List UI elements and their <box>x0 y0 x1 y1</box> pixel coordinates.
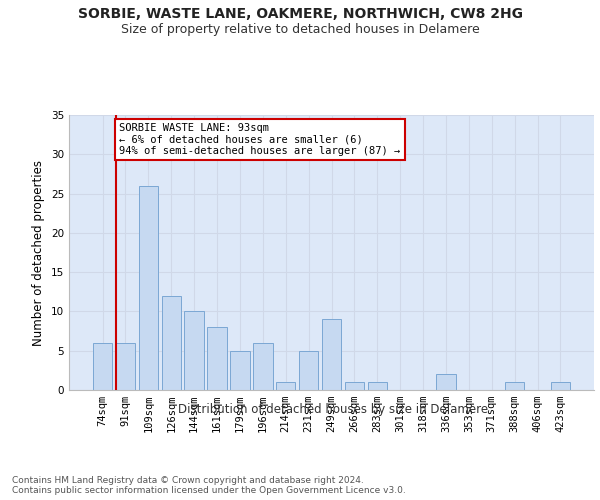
Bar <box>551 382 570 390</box>
Bar <box>208 327 227 390</box>
Bar <box>230 350 250 390</box>
Bar <box>139 186 158 390</box>
Bar <box>322 320 341 390</box>
Bar <box>276 382 295 390</box>
Bar <box>93 343 112 390</box>
Bar <box>253 343 272 390</box>
Text: Size of property relative to detached houses in Delamere: Size of property relative to detached ho… <box>121 22 479 36</box>
Bar <box>344 382 364 390</box>
Text: SORBIE WASTE LANE: 93sqm
← 6% of detached houses are smaller (6)
94% of semi-det: SORBIE WASTE LANE: 93sqm ← 6% of detache… <box>119 123 400 156</box>
Bar <box>299 350 319 390</box>
Text: Contains HM Land Registry data © Crown copyright and database right 2024.
Contai: Contains HM Land Registry data © Crown c… <box>12 476 406 495</box>
Y-axis label: Number of detached properties: Number of detached properties <box>32 160 46 346</box>
Bar <box>368 382 387 390</box>
Text: SORBIE, WASTE LANE, OAKMERE, NORTHWICH, CW8 2HG: SORBIE, WASTE LANE, OAKMERE, NORTHWICH, … <box>77 8 523 22</box>
Bar <box>436 374 455 390</box>
Bar <box>184 312 204 390</box>
Bar <box>505 382 524 390</box>
Text: Distribution of detached houses by size in Delamere: Distribution of detached houses by size … <box>178 402 488 415</box>
Bar <box>161 296 181 390</box>
Bar <box>116 343 135 390</box>
